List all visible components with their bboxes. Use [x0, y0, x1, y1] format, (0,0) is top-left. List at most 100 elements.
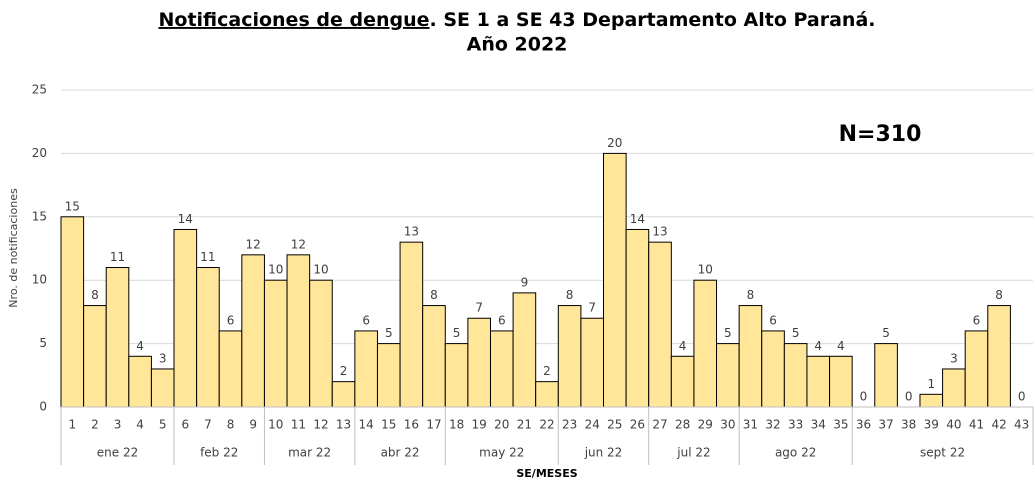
bar	[263, 279, 288, 408]
x-tick-label: 40	[946, 418, 961, 432]
x-tick-label: 41	[969, 418, 984, 432]
data-label: 15	[65, 199, 80, 213]
x-tick-label: 43	[1014, 418, 1029, 432]
x-tick-label: 21	[517, 418, 532, 432]
data-label: 6	[769, 313, 777, 327]
bar	[196, 267, 220, 408]
x-tick-label: 8	[227, 418, 235, 432]
bar	[670, 355, 695, 408]
x-tick-label: 1	[68, 418, 76, 432]
x-tick-label: 13	[336, 418, 351, 432]
data-label: 0	[1018, 390, 1026, 404]
bar	[467, 317, 491, 408]
chart-title-line2: Año 2022	[467, 34, 568, 56]
bar	[512, 292, 537, 408]
data-label: 7	[475, 301, 483, 315]
data-label: 3	[950, 351, 958, 365]
y-tick-label: 25	[32, 83, 47, 97]
data-label: 8	[747, 288, 755, 302]
group-label: sept 22	[920, 446, 965, 460]
data-label: 11	[200, 250, 215, 264]
y-tick-label: 15	[32, 209, 47, 223]
x-tick-label: 32	[765, 418, 780, 432]
x-tick-label: 36	[856, 418, 871, 432]
data-label: 8	[430, 288, 438, 302]
bar	[693, 279, 718, 408]
x-tick-label: 4	[136, 418, 144, 432]
x-tick-label: 23	[562, 418, 577, 432]
data-label: 12	[291, 237, 306, 251]
data-label: 5	[882, 326, 890, 340]
bar	[83, 305, 107, 408]
x-axis-label: SE/MESES	[516, 467, 577, 480]
bar	[806, 355, 831, 408]
chart-title: Notificaciones de dengue. SE 1 a SE 43 D…	[158, 9, 875, 31]
y-tick-label: 0	[39, 400, 47, 414]
x-tick-label: 30	[720, 418, 735, 432]
group-label: mar 22	[288, 446, 331, 460]
x-tick-label: 16	[404, 418, 419, 432]
y-tick-label: 10	[32, 273, 47, 287]
bar	[241, 254, 265, 408]
bar	[376, 343, 401, 408]
x-tick-label: 37	[878, 418, 893, 432]
bar	[444, 343, 469, 408]
data-label: 8	[566, 288, 574, 302]
x-tick-label: 31	[743, 418, 758, 432]
bar	[783, 343, 808, 408]
y-tick-label: 5	[39, 336, 47, 350]
x-tick-label: 3	[114, 418, 122, 432]
group-label: ene 22	[97, 446, 138, 460]
annotation: N=310	[839, 122, 922, 147]
bar	[761, 330, 785, 408]
data-label: 5	[724, 326, 732, 340]
x-tick-label: 35	[833, 418, 848, 432]
bar	[309, 279, 333, 408]
data-label: 8	[91, 288, 99, 302]
x-tick-label: 9	[249, 418, 257, 432]
x-tick-label: 22	[539, 418, 554, 432]
x-tick-label: 11	[291, 418, 306, 432]
bar	[399, 241, 424, 408]
x-tick-label: 5	[159, 418, 167, 432]
data-label: 0	[905, 390, 913, 404]
bar	[942, 368, 966, 408]
bar	[603, 152, 627, 408]
bar	[716, 343, 740, 408]
data-label: 4	[136, 339, 144, 353]
bar	[354, 330, 378, 408]
x-tick-label: 26	[630, 418, 645, 432]
group-label: ago 22	[775, 446, 816, 460]
data-label: 4	[679, 339, 687, 353]
x-tick-label: 33	[788, 418, 803, 432]
x-tick-label: 15	[381, 418, 396, 432]
bar	[489, 330, 514, 408]
x-tick-label: 27	[652, 418, 667, 432]
data-label: 6	[362, 313, 370, 327]
bar	[150, 368, 175, 408]
data-label: 4	[814, 339, 822, 353]
data-label: 9	[521, 275, 529, 289]
x-tick-label: 17	[426, 418, 441, 432]
x-tick-label: 42	[991, 418, 1006, 432]
data-label: 4	[837, 339, 845, 353]
bar	[422, 305, 446, 408]
data-label: 1	[927, 377, 935, 391]
data-label: 13	[652, 225, 667, 239]
bar	[964, 330, 989, 408]
bar	[557, 305, 582, 408]
bar	[535, 381, 559, 408]
data-label: 14	[178, 212, 193, 226]
data-label: 2	[340, 364, 348, 378]
y-axis-label: Nro. de notificaciones	[7, 188, 20, 308]
x-tick-label: 28	[675, 418, 690, 432]
data-label: 7	[588, 301, 596, 315]
x-tick-label: 34	[811, 418, 826, 432]
title-part: Notificaciones de dengue	[158, 9, 429, 31]
x-tick-label: 38	[901, 418, 916, 432]
group-label: jul 22	[676, 446, 710, 460]
bar	[580, 317, 605, 408]
y-tick-label: 20	[32, 146, 47, 160]
bar	[173, 228, 198, 408]
